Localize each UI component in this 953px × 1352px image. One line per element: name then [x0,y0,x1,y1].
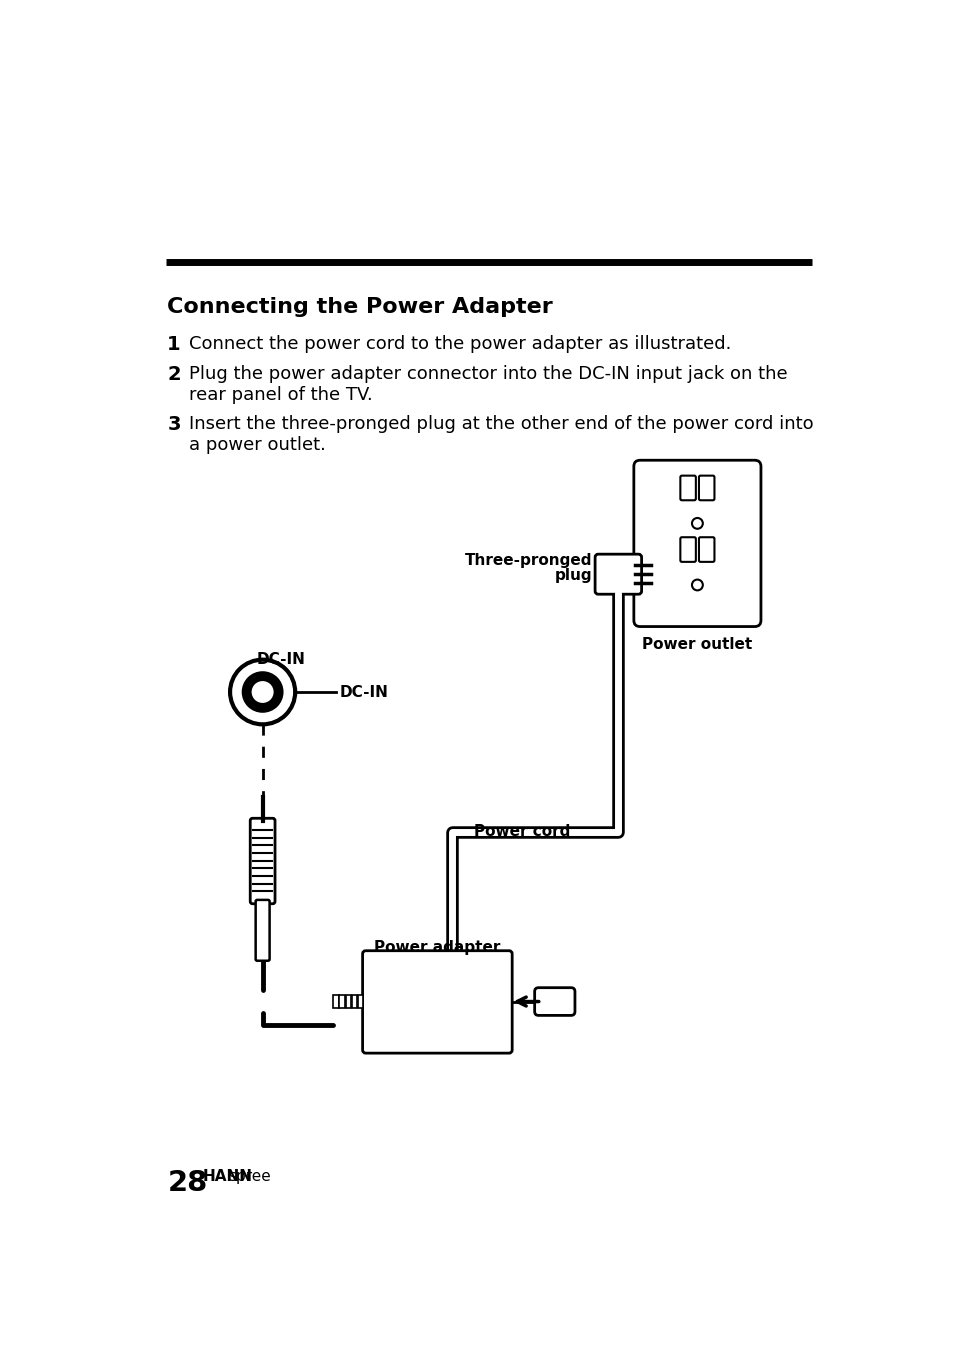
Text: 1: 1 [167,335,181,354]
Text: 2: 2 [167,365,181,384]
FancyBboxPatch shape [633,460,760,626]
Text: DC-IN: DC-IN [340,684,389,699]
FancyBboxPatch shape [679,537,695,562]
Text: Power outlet: Power outlet [641,637,752,652]
Text: 28: 28 [167,1169,208,1198]
Text: plug: plug [554,568,592,583]
Text: a power outlet.: a power outlet. [189,435,326,453]
Text: spree: spree [229,1169,271,1184]
FancyBboxPatch shape [699,476,714,500]
Text: DC-IN: DC-IN [256,652,305,667]
Text: rear panel of the TV.: rear panel of the TV. [189,385,373,403]
Bar [339,995,344,1007]
Circle shape [241,671,283,713]
FancyBboxPatch shape [534,988,575,1015]
Text: Power cord: Power cord [474,825,570,840]
Circle shape [230,660,294,725]
FancyBboxPatch shape [595,554,641,595]
Text: 3: 3 [167,415,181,434]
FancyBboxPatch shape [699,537,714,562]
Text: HANN: HANN [203,1169,253,1184]
Bar [333,995,338,1007]
Text: Three-pronged: Three-pronged [464,553,592,568]
FancyBboxPatch shape [362,950,512,1053]
FancyBboxPatch shape [255,900,270,961]
Text: Power adapter: Power adapter [374,940,499,955]
Circle shape [691,580,702,591]
Text: Insert the three-pronged plug at the other end of the power cord into: Insert the three-pronged plug at the oth… [189,415,813,433]
Text: Connect the power cord to the power adapter as illustrated.: Connect the power cord to the power adap… [189,335,731,353]
Bar [352,995,356,1007]
FancyBboxPatch shape [250,818,274,903]
Bar [345,995,351,1007]
Circle shape [691,518,702,529]
Circle shape [250,680,274,704]
Text: Plug the power adapter connector into the DC-IN input jack on the: Plug the power adapter connector into th… [189,365,787,383]
FancyBboxPatch shape [679,476,695,500]
Text: Connecting the Power Adapter: Connecting the Power Adapter [167,297,553,316]
Bar [357,995,363,1007]
